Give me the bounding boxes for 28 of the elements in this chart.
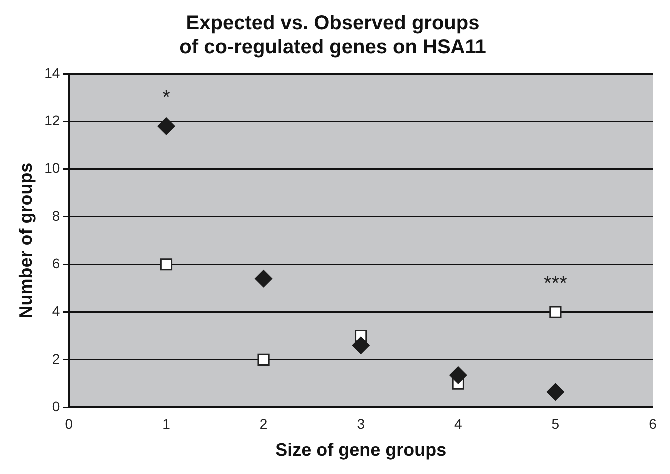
y-tick-label: 2 <box>52 350 60 367</box>
x-tick-label: 0 <box>65 416 74 432</box>
chart-title: Expected vs. Observed groups of co-regulated genes on HSA11 <box>180 12 486 59</box>
point <box>258 354 270 366</box>
point <box>157 117 176 136</box>
y-tick-label: 14 <box>44 64 60 81</box>
point <box>160 258 173 271</box>
point <box>254 270 273 288</box>
x-tick-label: 6 <box>649 416 658 432</box>
point <box>546 383 565 402</box>
x-tick-label: 3 <box>357 416 366 432</box>
x-tick-label: 5 <box>552 416 560 432</box>
point <box>449 366 468 384</box>
x-tick-label: 1 <box>162 416 171 432</box>
y-tick-label: 10 <box>44 160 60 176</box>
y-tick-label: 12 <box>44 112 60 129</box>
annotation: * <box>162 86 171 109</box>
y-axis-title: Number of groups <box>16 162 36 319</box>
point <box>352 336 370 355</box>
y-tick-label: 0 <box>52 398 60 414</box>
point <box>550 306 562 318</box>
annotation: *** <box>544 272 568 295</box>
x-axis-title: Size of gene groups <box>276 440 447 460</box>
y-tick-label: 4 <box>52 303 60 320</box>
x-tick-label: 4 <box>454 416 462 432</box>
y-tick-label: 6 <box>52 255 60 272</box>
x-tick-label: 2 <box>260 416 268 432</box>
y-tick-label: 8 <box>52 208 60 224</box>
